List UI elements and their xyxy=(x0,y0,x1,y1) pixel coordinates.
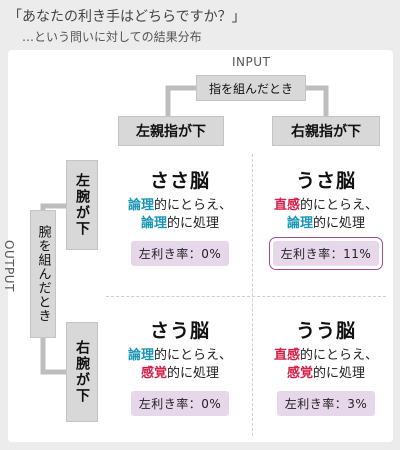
line-text: 的にとらえ、 xyxy=(154,198,233,213)
cell-line-1: 論理的にとらえ、 xyxy=(108,347,252,365)
diagram-subtitle: …という問いに対しての結果分布 xyxy=(22,30,202,44)
cell-sau: さう脳 論理的にとらえ、 感覚的に処理 左利き率：0% xyxy=(108,316,252,416)
cell-name: ささ脳 xyxy=(149,170,210,192)
keyword-intuition: 直感 xyxy=(273,348,300,363)
line-text: 的にとらえ、 xyxy=(300,348,379,363)
output-main-box: 腕を組んだとき xyxy=(30,210,56,338)
cell-line-2: 感覚的に処理 xyxy=(254,365,398,383)
keyword-sense: 感覚 xyxy=(286,366,313,381)
input-right-thumb-box: 右親指が下 xyxy=(272,116,380,146)
keyword-logic: 論理 xyxy=(127,348,154,363)
cell-line-1: 論理的にとらえ、 xyxy=(108,197,252,215)
cell-line-1: 直感的にとらえ、 xyxy=(254,347,398,365)
left-hand-rate-badge: 左利き率：0% xyxy=(130,241,230,266)
input-left-thumb-box: 左親指が下 xyxy=(118,116,224,146)
keyword-logic: 論理 xyxy=(286,216,313,231)
cell-line-1: 直感的にとらえ、 xyxy=(254,197,398,215)
left-hand-rate-badge: 左利き率：3% xyxy=(276,391,376,416)
output-right-arm-box: 右腕が下 xyxy=(66,322,98,422)
line-text: 的に処理 xyxy=(167,366,220,381)
input-axis-label: INPUT xyxy=(232,55,271,69)
keyword-sense: 感覚 xyxy=(140,366,167,381)
output-axis-label: OUTPUT xyxy=(2,240,16,292)
keyword-intuition: 直感 xyxy=(273,198,300,213)
line-text: 的に処理 xyxy=(167,216,220,231)
line-text: 的にとらえ、 xyxy=(300,198,379,213)
cell-name: さう脳 xyxy=(149,320,210,342)
line-text: 的に処理 xyxy=(313,366,366,381)
line-text: 的にとらえ、 xyxy=(154,348,233,363)
cell-name: うさ脳 xyxy=(295,170,356,192)
cell-line-2: 感覚的に処理 xyxy=(108,365,252,383)
cell-uu: うう脳 直感的にとらえ、 感覚的に処理 左利き率：3% xyxy=(254,316,398,416)
cell-line-2: 論理的に処理 xyxy=(254,215,398,233)
divider-vertical xyxy=(252,154,253,436)
diagram-title: 「あなたの利き手はどちらですか？」 xyxy=(8,9,246,25)
left-hand-rate-badge: 左利き率：0% xyxy=(130,391,230,416)
line-text: 的に処理 xyxy=(313,216,366,231)
cell-sasa: ささ脳 論理的にとらえ、 論理的に処理 左利き率：0% xyxy=(108,166,252,266)
cell-name: うう脳 xyxy=(295,320,356,342)
keyword-logic: 論理 xyxy=(127,198,154,213)
left-hand-rate-badge-highlighted: 左利き率：11% xyxy=(268,237,384,270)
keyword-logic: 論理 xyxy=(140,216,167,231)
cell-line-2: 論理的に処理 xyxy=(108,215,252,233)
cell-usa: うさ脳 直感的にとらえ、 論理的に処理 左利き率：11% xyxy=(254,166,398,270)
output-left-arm-box: 左腕が下 xyxy=(66,160,98,250)
input-main-box: 指を組んだとき xyxy=(196,75,306,101)
divider-horizontal xyxy=(106,296,386,297)
